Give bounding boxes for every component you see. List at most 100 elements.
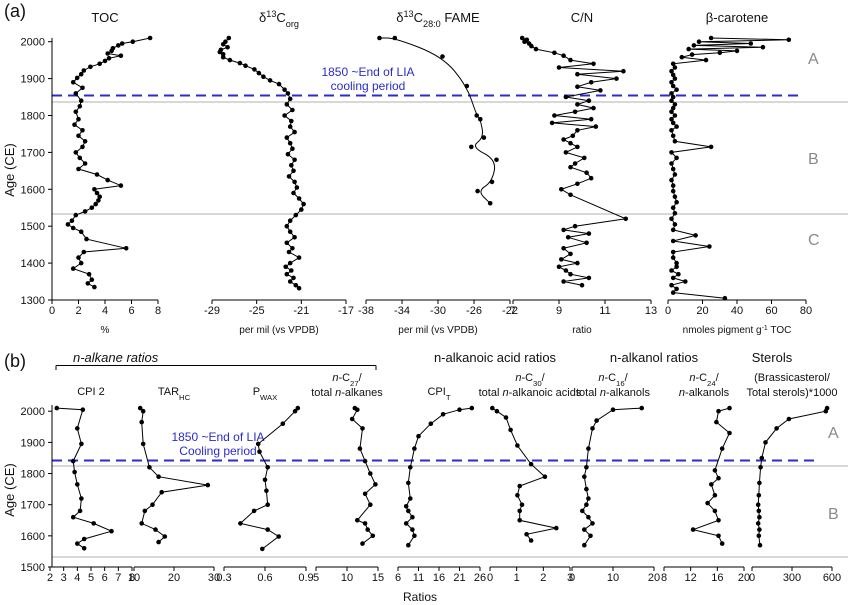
subplot-title-5: CPI 2 bbox=[77, 386, 105, 398]
x-tick-label-13: 0 bbox=[749, 572, 755, 584]
data-point-5 bbox=[91, 521, 96, 526]
y-tick-label-a: 2000 bbox=[21, 37, 45, 49]
data-point-4 bbox=[672, 194, 678, 199]
data-point-3 bbox=[568, 192, 573, 198]
data-point-0 bbox=[80, 144, 85, 150]
x-tick-label-11: 20 bbox=[648, 572, 660, 584]
data-point-4 bbox=[669, 128, 674, 133]
data-point-8 bbox=[349, 416, 355, 422]
data-point-4 bbox=[691, 43, 697, 48]
subplot-title-8: n-C27/total n-alkanes bbox=[311, 372, 383, 399]
data-point-3 bbox=[586, 275, 592, 281]
data-point-4 bbox=[672, 102, 678, 107]
data-point-2 bbox=[464, 83, 470, 89]
data-point-9 bbox=[457, 407, 462, 413]
data-point-1 bbox=[227, 57, 233, 63]
y-tick-label-a: 1700 bbox=[21, 147, 45, 159]
data-point-1 bbox=[287, 229, 293, 234]
data-point-11 bbox=[594, 418, 599, 423]
data-point-3 bbox=[588, 116, 594, 122]
data-point-4 bbox=[670, 94, 676, 100]
data-point-1 bbox=[243, 63, 248, 68]
data-point-1 bbox=[225, 44, 230, 50]
series-line-13 bbox=[757, 407, 828, 546]
data-point-4 bbox=[669, 216, 674, 222]
data-point-4 bbox=[693, 233, 698, 238]
x-axis-label-2: per mil (vs VPDB) bbox=[398, 325, 477, 336]
data-point-3 bbox=[575, 128, 580, 133]
series-line-10 bbox=[492, 407, 557, 541]
x-tick-label-11: 10 bbox=[607, 572, 619, 584]
data-point-4 bbox=[669, 98, 674, 103]
data-point-3 bbox=[561, 246, 566, 251]
data-point-3 bbox=[568, 251, 573, 257]
x-tick-label-9: 21 bbox=[453, 572, 465, 584]
data-point-4 bbox=[669, 282, 674, 288]
data-point-4 bbox=[674, 124, 679, 129]
subplot-title-13: (Brassicasterol/Total sterols)*1000 bbox=[746, 372, 837, 399]
data-point-4 bbox=[708, 144, 714, 150]
data-point-11 bbox=[582, 527, 587, 532]
data-point-4 bbox=[670, 133, 676, 139]
data-point-4 bbox=[760, 44, 766, 50]
data-point-5 bbox=[75, 426, 80, 431]
data-point-6 bbox=[142, 508, 148, 514]
data-point-3 bbox=[591, 105, 596, 111]
data-point-3 bbox=[586, 231, 592, 236]
data-point-11 bbox=[639, 405, 644, 411]
data-point-4 bbox=[672, 65, 678, 70]
data-point-0 bbox=[102, 58, 108, 64]
x-tick-label-4: 60 bbox=[765, 305, 777, 317]
data-point-9 bbox=[406, 542, 411, 548]
x-tick-label-13: 300 bbox=[783, 572, 801, 584]
data-point-10 bbox=[517, 483, 522, 489]
data-point-4 bbox=[686, 46, 691, 52]
data-point-1 bbox=[296, 255, 302, 260]
data-point-13 bbox=[757, 480, 762, 486]
data-point-13 bbox=[756, 508, 762, 514]
y-tick-label-b: 1700 bbox=[21, 500, 45, 512]
x-tick-label-0: 2 bbox=[75, 305, 81, 317]
data-point-6 bbox=[150, 502, 155, 508]
data-point-0 bbox=[82, 209, 88, 214]
data-point-6 bbox=[156, 539, 161, 545]
data-point-10 bbox=[528, 538, 534, 543]
subplot-title-6: TARHC bbox=[158, 386, 191, 402]
subplot-title-7: PWAX bbox=[253, 386, 278, 402]
data-point-1 bbox=[292, 235, 297, 240]
data-point-1 bbox=[291, 168, 296, 174]
data-point-2 bbox=[481, 135, 487, 140]
data-point-1 bbox=[299, 207, 304, 212]
data-point-0 bbox=[116, 43, 121, 48]
data-point-1 bbox=[267, 78, 273, 83]
subplot-title-9: CPIT bbox=[427, 386, 450, 402]
data-point-4 bbox=[672, 211, 678, 216]
data-point-0 bbox=[78, 260, 84, 266]
data-point-1 bbox=[291, 190, 296, 196]
data-point-1 bbox=[293, 282, 299, 288]
x-tick-label-3: 9 bbox=[556, 305, 562, 317]
y-tick-label-b: 1600 bbox=[21, 531, 45, 543]
data-point-4 bbox=[674, 286, 679, 292]
data-point-12 bbox=[714, 419, 719, 425]
data-point-8 bbox=[355, 407, 360, 413]
data-point-8 bbox=[355, 518, 360, 523]
data-point-4 bbox=[674, 264, 679, 270]
data-point-3 bbox=[582, 155, 587, 161]
data-point-6 bbox=[156, 474, 161, 480]
series-line-11 bbox=[581, 407, 642, 546]
data-point-7 bbox=[251, 508, 257, 514]
data-point-0 bbox=[85, 281, 91, 286]
data-point-12 bbox=[719, 541, 725, 546]
data-point-3 bbox=[575, 144, 580, 150]
data-point-7 bbox=[257, 449, 262, 455]
x-tick-label-4: 40 bbox=[731, 305, 743, 317]
data-point-4 bbox=[748, 41, 754, 46]
data-point-4 bbox=[669, 116, 674, 122]
data-point-4 bbox=[670, 166, 676, 172]
data-point-3 bbox=[552, 113, 557, 118]
data-point-0 bbox=[89, 277, 95, 283]
data-point-3 bbox=[556, 65, 562, 70]
x-tick-label-8: 5 bbox=[313, 572, 319, 584]
data-point-11 bbox=[586, 446, 591, 451]
